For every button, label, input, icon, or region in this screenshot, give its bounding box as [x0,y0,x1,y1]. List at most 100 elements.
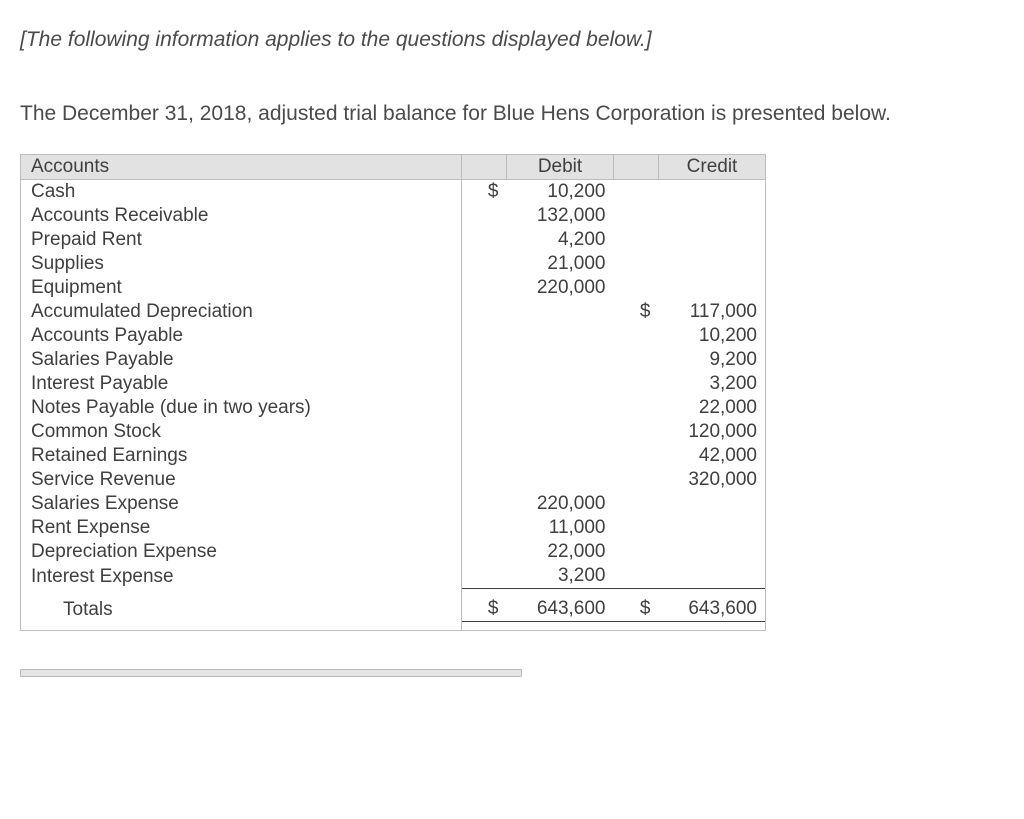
debit-value [507,372,614,396]
credit-sym [614,276,659,300]
intro-note: [The following information applies to th… [20,28,1004,52]
account-name: Retained Earnings [21,444,462,468]
trial-balance-table: Accounts Debit Credit Cash$10,200Account… [20,154,766,639]
credit-sym [614,540,659,564]
credit-value: 10,200 [659,324,766,348]
credit-value: 320,000 [659,468,766,492]
credit-value: 9,200 [659,348,766,372]
credit-value [659,516,766,540]
header-credit: Credit [659,155,766,180]
credit-sym [614,396,659,420]
debit-sym [462,204,507,228]
table-row: Accounts Receivable 132,000 [21,204,766,228]
credit-sym [614,564,659,589]
account-name: Prepaid Rent [21,228,462,252]
debit-value [507,396,614,420]
debit-sym: $ [462,180,507,205]
credit-sym [614,348,659,372]
debit-sym [462,492,507,516]
debit-sym [462,300,507,324]
credit-sym [614,228,659,252]
account-name: Depreciation Expense [21,540,462,564]
totals-debit: 643,600 [507,597,614,622]
description-text: The December 31, 2018, adjusted trial ba… [20,102,1004,126]
totals-debit-sym: $ [462,597,507,622]
header-debit: Debit [507,155,614,180]
credit-sym [614,372,659,396]
account-name: Notes Payable (due in two years) [21,396,462,420]
credit-value: 42,000 [659,444,766,468]
debit-value [507,324,614,348]
account-name: Accounts Payable [21,324,462,348]
credit-value: 120,000 [659,420,766,444]
credit-sym [614,468,659,492]
debit-value [507,348,614,372]
debit-sym [462,348,507,372]
table-row: Depreciation Expense 22,000 [21,540,766,564]
totals-credit-sym: $ [614,597,659,622]
table-row: Rent Expense11,000 [21,516,766,540]
debit-value: 10,200 [507,180,614,205]
table-row: Common Stock 120,000 [21,420,766,444]
debit-value: 4,200 [507,228,614,252]
credit-value: 3,200 [659,372,766,396]
debit-sym [462,252,507,276]
credit-value: 117,000 [659,300,766,324]
account-name: Common Stock [21,420,462,444]
table-row: Interest Expense 3,200 [21,564,766,589]
table-row: Cash$10,200 [21,180,766,205]
table-row: Prepaid Rent 4,200 [21,228,766,252]
debit-value [507,300,614,324]
table-row: Service Revenue 320,000 [21,468,766,492]
debit-sym [462,372,507,396]
debit-value: 132,000 [507,204,614,228]
debit-sym [462,444,507,468]
debit-sym [462,324,507,348]
account-name: Equipment [21,276,462,300]
header-debit-sym [462,155,507,180]
bottom-scrollbar [20,669,522,677]
credit-value [659,564,766,589]
debit-value [507,444,614,468]
credit-value [659,204,766,228]
credit-sym [614,444,659,468]
table-header-row: Accounts Debit Credit [21,155,766,180]
account-name: Cash [21,180,462,205]
debit-value: 220,000 [507,492,614,516]
header-accounts: Accounts [21,155,462,180]
table-row: Equipment220,000 [21,276,766,300]
table-row: Salaries Expense 220,000 [21,492,766,516]
debit-sym [462,516,507,540]
credit-value [659,252,766,276]
account-name: Service Revenue [21,468,462,492]
account-name: Accounts Receivable [21,204,462,228]
account-name: Supplies [21,252,462,276]
debit-sym [462,564,507,589]
account-name: Salaries Expense [21,492,462,516]
credit-value [659,492,766,516]
debit-sym [462,396,507,420]
debit-value: 22,000 [507,540,614,564]
account-name: Interest Payable [21,372,462,396]
header-credit-sym [614,155,659,180]
debit-value: 3,200 [507,564,614,589]
debit-value: 11,000 [507,516,614,540]
credit-value [659,228,766,252]
debit-value: 21,000 [507,252,614,276]
credit-sym [614,420,659,444]
table-row: Accumulated Depreciation$117,000 [21,300,766,324]
debit-sym [462,420,507,444]
table-row: Accounts Payable 10,200 [21,324,766,348]
table-row: Salaries Payable9,200 [21,348,766,372]
table-row: Interest Payable 3,200 [21,372,766,396]
totals-credit: 643,600 [659,597,766,622]
credit-sym: $ [614,300,659,324]
debit-value [507,420,614,444]
totals-row: Totals $ 643,600 $ 643,600 [21,597,766,622]
credit-sym [614,204,659,228]
account-name: Interest Expense [21,564,462,589]
credit-sym [614,324,659,348]
table-row: Notes Payable (due in two years)22,000 [21,396,766,420]
debit-sym [462,540,507,564]
credit-sym [614,252,659,276]
